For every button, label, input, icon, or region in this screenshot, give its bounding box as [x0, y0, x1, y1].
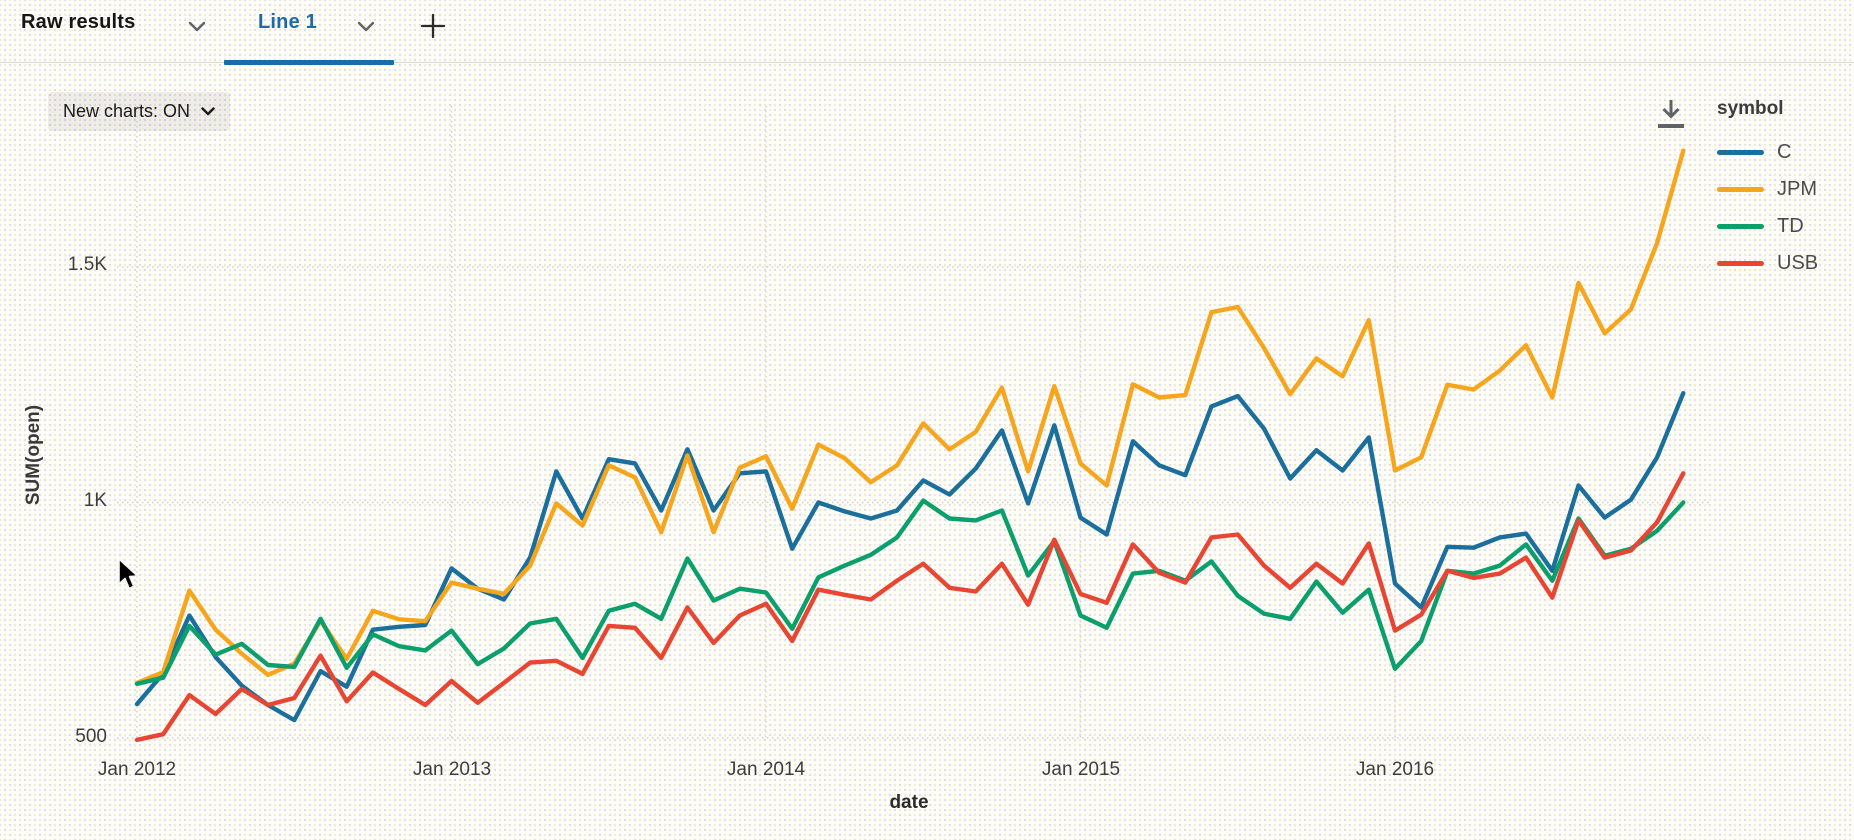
series-usb-swatch — [1717, 261, 1764, 266]
tab-raw-results[interactable]: Raw results — [21, 11, 136, 33]
series-line-td — [134, 498, 1686, 686]
download-icon[interactable] — [1654, 94, 1688, 130]
series-line-c — [134, 391, 1686, 723]
series-c-swatch — [1717, 150, 1764, 155]
chevron-down-icon[interactable] — [188, 21, 206, 32]
x-tick-2014: Jan 2014 — [726, 759, 806, 780]
legend-label: TD — [1777, 215, 1804, 237]
chart-legend: symbol C JPM TD USB — [1717, 98, 1852, 282]
new-charts-toggle-button[interactable]: New charts: ON — [48, 92, 231, 131]
legend-label: USB — [1777, 252, 1819, 274]
legend-item-c[interactable]: C — [1717, 134, 1852, 171]
y-tick-1500: 1.5K — [67, 254, 107, 275]
legend-item-td[interactable]: TD — [1717, 208, 1852, 245]
tab-line-1[interactable]: Line 1 — [258, 11, 317, 33]
tab-bar: Raw results Line 1 — [0, 0, 1854, 65]
legend-title: symbol — [1717, 98, 1784, 119]
chevron-down-icon[interactable] — [357, 21, 375, 32]
series-line-usb — [134, 471, 1686, 743]
add-tab-button[interactable] — [417, 10, 449, 42]
x-tick-2016: Jan 2016 — [1355, 759, 1435, 780]
y-tick-1000: 1K — [83, 490, 107, 511]
legend-item-jpm[interactable]: JPM — [1717, 171, 1852, 208]
series-line-jpm — [134, 148, 1686, 686]
series-td-swatch — [1717, 224, 1764, 229]
legend-label: JPM — [1777, 178, 1817, 200]
x-tick-2015: Jan 2015 — [1041, 759, 1121, 780]
x-tick-2013: Jan 2013 — [412, 759, 492, 780]
new-charts-label: New charts: ON — [63, 101, 191, 121]
legend-item-usb[interactable]: USB — [1717, 245, 1852, 282]
y-tick-500: 500 — [75, 726, 107, 747]
active-tab-underline — [224, 60, 394, 65]
chevron-down-icon — [201, 107, 215, 116]
x-axis-title: date — [889, 792, 929, 813]
legend-label: C — [1777, 141, 1792, 163]
series-jpm-swatch — [1717, 187, 1764, 192]
y-axis-title: SUM(open) — [23, 404, 44, 506]
mouse-cursor — [117, 558, 144, 599]
x-tick-2012: Jan 2012 — [97, 759, 177, 780]
